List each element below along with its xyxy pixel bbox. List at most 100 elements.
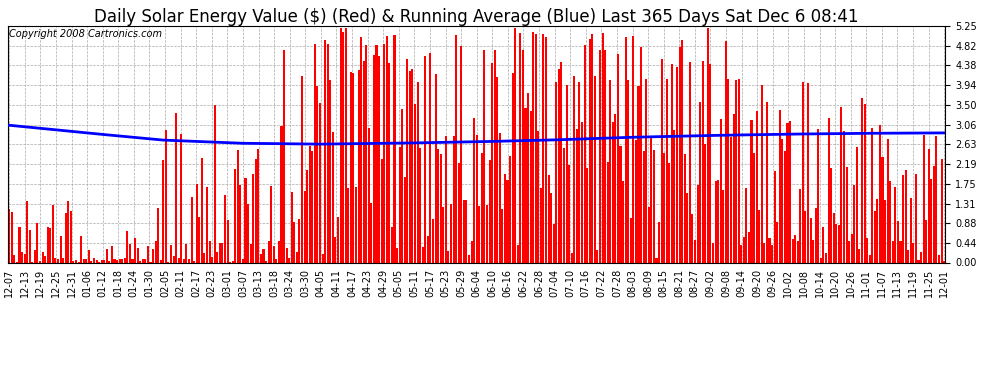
Bar bbox=[545, 38, 547, 262]
Bar bbox=[462, 200, 465, 262]
Bar bbox=[391, 227, 393, 262]
Bar bbox=[355, 187, 357, 262]
Bar bbox=[409, 71, 411, 262]
Bar bbox=[185, 244, 187, 262]
Bar bbox=[509, 156, 511, 262]
Bar bbox=[90, 261, 92, 262]
Bar bbox=[314, 44, 316, 262]
Bar bbox=[72, 261, 74, 262]
Bar bbox=[779, 110, 781, 262]
Bar bbox=[628, 80, 630, 262]
Bar bbox=[175, 113, 177, 262]
Bar bbox=[496, 77, 498, 262]
Bar bbox=[134, 238, 136, 262]
Bar bbox=[943, 261, 945, 262]
Bar bbox=[345, 28, 346, 262]
Bar bbox=[425, 56, 427, 262]
Bar bbox=[211, 257, 213, 262]
Bar bbox=[106, 249, 108, 262]
Bar bbox=[404, 177, 406, 262]
Bar bbox=[702, 61, 704, 262]
Bar bbox=[227, 220, 229, 262]
Bar bbox=[784, 152, 786, 262]
Bar bbox=[332, 132, 334, 262]
Bar bbox=[54, 258, 56, 262]
Bar bbox=[119, 259, 121, 262]
Bar bbox=[615, 114, 617, 262]
Bar bbox=[67, 201, 69, 262]
Bar bbox=[414, 104, 416, 262]
Bar bbox=[347, 188, 349, 262]
Bar bbox=[50, 228, 51, 262]
Bar bbox=[570, 253, 573, 262]
Bar bbox=[121, 260, 123, 262]
Bar bbox=[108, 261, 111, 262]
Bar bbox=[838, 225, 840, 262]
Bar bbox=[504, 174, 506, 262]
Bar bbox=[272, 246, 275, 262]
Bar bbox=[742, 237, 744, 262]
Bar bbox=[162, 160, 164, 262]
Bar bbox=[306, 170, 308, 262]
Bar bbox=[557, 69, 560, 262]
Bar bbox=[547, 175, 549, 262]
Bar bbox=[527, 93, 529, 262]
Bar bbox=[889, 182, 891, 262]
Bar bbox=[473, 118, 475, 262]
Bar bbox=[219, 243, 221, 262]
Bar bbox=[13, 255, 16, 262]
Bar bbox=[75, 260, 77, 262]
Bar bbox=[367, 128, 370, 262]
Bar bbox=[768, 238, 770, 262]
Bar bbox=[704, 144, 706, 262]
Bar bbox=[802, 82, 804, 262]
Bar bbox=[180, 134, 182, 262]
Bar bbox=[265, 261, 267, 262]
Bar bbox=[132, 259, 134, 262]
Bar bbox=[730, 137, 732, 262]
Bar bbox=[665, 79, 668, 262]
Bar bbox=[638, 86, 640, 262]
Bar bbox=[288, 258, 290, 262]
Bar bbox=[533, 32, 535, 262]
Bar bbox=[248, 204, 249, 262]
Bar bbox=[658, 222, 660, 262]
Bar bbox=[85, 260, 87, 262]
Bar bbox=[760, 85, 763, 262]
Bar bbox=[831, 168, 833, 262]
Bar bbox=[750, 120, 752, 262]
Bar bbox=[671, 64, 673, 262]
Bar bbox=[848, 241, 850, 262]
Bar bbox=[673, 130, 675, 262]
Bar bbox=[330, 80, 332, 262]
Bar bbox=[260, 254, 262, 262]
Bar bbox=[478, 206, 480, 262]
Bar bbox=[335, 237, 337, 262]
Bar bbox=[630, 218, 632, 262]
Bar bbox=[733, 114, 735, 262]
Bar bbox=[154, 241, 156, 262]
Bar bbox=[103, 260, 105, 262]
Bar bbox=[836, 224, 838, 262]
Bar bbox=[142, 259, 144, 262]
Bar bbox=[723, 190, 725, 262]
Bar bbox=[563, 148, 565, 262]
Bar bbox=[552, 224, 554, 262]
Bar bbox=[684, 154, 686, 262]
Bar bbox=[871, 128, 873, 262]
Bar bbox=[8, 209, 10, 262]
Bar bbox=[285, 248, 288, 262]
Bar bbox=[114, 259, 116, 262]
Bar bbox=[137, 248, 139, 262]
Bar bbox=[29, 230, 31, 262]
Bar bbox=[625, 37, 627, 262]
Bar bbox=[19, 226, 21, 262]
Bar bbox=[190, 197, 193, 262]
Bar bbox=[555, 82, 557, 262]
Bar bbox=[797, 242, 799, 262]
Bar bbox=[525, 108, 527, 262]
Bar bbox=[686, 193, 688, 262]
Bar bbox=[728, 80, 730, 262]
Bar bbox=[445, 136, 446, 262]
Bar bbox=[62, 258, 64, 262]
